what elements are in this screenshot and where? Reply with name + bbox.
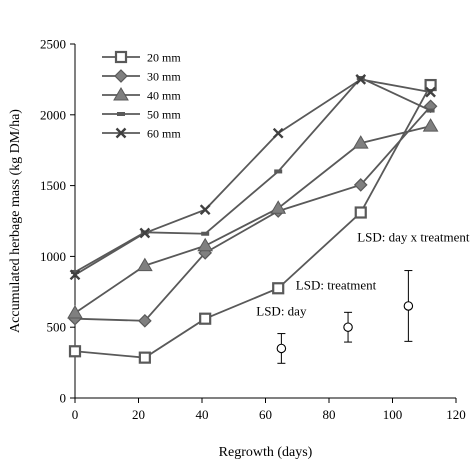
data-point — [67, 305, 83, 319]
data-point — [136, 257, 153, 272]
y-tick-label: 0 — [60, 391, 67, 406]
tick-labels: 0 500 1000 1500 2000 2500 0 20 40 60 80 100 120 — [40, 37, 466, 423]
lsd-bar: LSD: treatment — [296, 277, 377, 343]
data-point — [201, 231, 210, 236]
data-point — [422, 118, 439, 132]
data-point — [426, 108, 435, 113]
lsd-point — [276, 343, 287, 354]
series-20-mm — [68, 78, 437, 364]
legend-marker — [117, 112, 125, 116]
legend-marker — [113, 87, 129, 101]
x-tick-label: 60 — [259, 407, 272, 422]
series-line — [74, 84, 432, 359]
data-point — [272, 282, 285, 295]
data-point — [274, 169, 283, 174]
y-tick-label: 2500 — [40, 37, 66, 52]
x-axis-title: Regrowth (days) — [219, 445, 313, 460]
legend-marker — [115, 127, 127, 139]
data-point — [354, 206, 367, 219]
y-axis-title: Accumulated herbage mass (kg DM/ha) — [8, 109, 23, 333]
lsd-layer: LSD: day LSD: treatment LSD: day x treatme… — [256, 230, 470, 364]
data-point — [68, 345, 82, 358]
x-tick-label: 120 — [446, 407, 466, 422]
y-tick-label: 1500 — [40, 178, 66, 193]
lsd-bar: LSD: day x treatment — [357, 230, 470, 342]
legend-item: 20 mm — [102, 51, 181, 65]
legend-item: 40 mm — [102, 87, 181, 103]
data-point — [424, 78, 437, 92]
y-tick-label: 1000 — [40, 249, 66, 264]
series-layer — [67, 74, 439, 364]
series-40-mm — [67, 118, 439, 319]
lsd-point — [403, 301, 414, 311]
data-point — [355, 74, 367, 85]
legend-marker — [114, 69, 128, 83]
lsd-label: LSD: day — [256, 304, 307, 319]
legend-item: 30 mm — [102, 69, 181, 84]
x-tick-label: 20 — [132, 407, 145, 422]
legend-marker — [114, 50, 128, 64]
lsd-label: LSD: day x treatment — [357, 230, 470, 245]
data-point — [138, 313, 152, 328]
series-line — [74, 76, 431, 273]
data-point — [199, 204, 211, 216]
legend: 20 mm 30 mm 40 mm 50 mm 60 mm — [102, 51, 181, 141]
legend-label: 20 mm — [147, 51, 181, 65]
data-point — [353, 178, 368, 192]
axes — [70, 43, 457, 403]
data-point — [138, 351, 151, 364]
data-point — [199, 312, 212, 325]
lsd-label: LSD: treatment — [296, 277, 377, 292]
data-point — [139, 227, 151, 239]
lsd-bar: LSD: day — [256, 304, 307, 364]
series-60-mm — [69, 74, 436, 281]
data-point — [425, 86, 436, 98]
x-tick-label: 100 — [383, 407, 403, 422]
series-line — [74, 78, 431, 276]
legend-label: 60 mm — [147, 127, 181, 141]
series-30-mm — [68, 99, 438, 328]
data-point — [69, 269, 81, 281]
data-point — [197, 237, 214, 252]
lsd-point — [343, 322, 353, 332]
x-tick-label: 80 — [323, 407, 336, 422]
legend-label: 50 mm — [147, 108, 181, 122]
data-point — [272, 127, 284, 139]
series-line — [74, 125, 431, 314]
data-point — [270, 200, 287, 214]
data-point — [71, 269, 79, 274]
legend-label: 30 mm — [147, 70, 181, 84]
x-tick-label: 40 — [196, 407, 209, 422]
x-tick-label: 0 — [72, 407, 79, 422]
legend-label: 40 mm — [147, 89, 181, 103]
legend-item: 50 mm — [102, 108, 181, 122]
legend-item: 60 mm — [102, 127, 181, 141]
y-tick-label: 2000 — [40, 107, 66, 122]
y-tick-label: 500 — [47, 320, 67, 335]
series-line — [74, 105, 432, 322]
data-point — [352, 135, 369, 149]
